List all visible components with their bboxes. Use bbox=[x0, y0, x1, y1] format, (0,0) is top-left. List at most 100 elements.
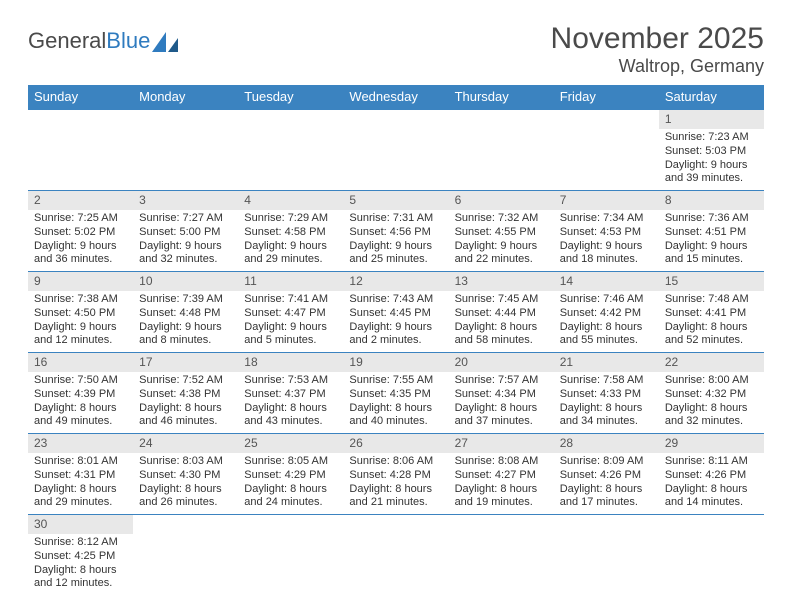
day-number: 7 bbox=[554, 191, 659, 211]
day-cell: Sunrise: 8:00 AMSunset: 4:32 PMDaylight:… bbox=[659, 372, 764, 434]
day-number bbox=[133, 109, 238, 129]
sunset-text: Sunset: 4:41 PM bbox=[665, 307, 758, 321]
day-cell: Sunrise: 7:39 AMSunset: 4:48 PMDaylight:… bbox=[133, 291, 238, 353]
day-cell: Sunrise: 7:55 AMSunset: 4:35 PMDaylight:… bbox=[343, 372, 448, 434]
week-daynum-row: 23242526272829 bbox=[28, 434, 764, 454]
sunrise-text: Sunrise: 8:08 AM bbox=[455, 455, 548, 469]
brand-part2: Blue bbox=[106, 28, 150, 54]
weekday-header-row: Sunday Monday Tuesday Wednesday Thursday… bbox=[28, 85, 764, 109]
sunset-text: Sunset: 4:48 PM bbox=[139, 307, 232, 321]
day-cell: Sunrise: 7:45 AMSunset: 4:44 PMDaylight:… bbox=[449, 291, 554, 353]
daylight-text: Daylight: 8 hours and 34 minutes. bbox=[560, 402, 653, 430]
day-cell bbox=[238, 129, 343, 191]
daylight-text: Daylight: 8 hours and 19 minutes. bbox=[455, 483, 548, 511]
week-content-row: Sunrise: 7:23 AMSunset: 5:03 PMDaylight:… bbox=[28, 129, 764, 191]
daylight-text: Daylight: 8 hours and 24 minutes. bbox=[244, 483, 337, 511]
week-daynum-row: 2345678 bbox=[28, 191, 764, 211]
sunset-text: Sunset: 4:33 PM bbox=[560, 388, 653, 402]
location: Waltrop, Germany bbox=[551, 56, 764, 77]
sunrise-text: Sunrise: 7:41 AM bbox=[244, 293, 337, 307]
day-number: 27 bbox=[449, 434, 554, 454]
daylight-text: Daylight: 8 hours and 55 minutes. bbox=[560, 321, 653, 349]
day-cell bbox=[133, 534, 238, 595]
sunset-text: Sunset: 4:31 PM bbox=[34, 469, 127, 483]
sunset-text: Sunset: 4:56 PM bbox=[349, 226, 442, 240]
daylight-text: Daylight: 8 hours and 43 minutes. bbox=[244, 402, 337, 430]
day-cell bbox=[28, 129, 133, 191]
sunset-text: Sunset: 4:27 PM bbox=[455, 469, 548, 483]
day-number: 18 bbox=[238, 353, 343, 373]
title-block: November 2025 Waltrop, Germany bbox=[551, 22, 764, 77]
sunset-text: Sunset: 4:30 PM bbox=[139, 469, 232, 483]
col-wednesday: Wednesday bbox=[343, 85, 448, 109]
col-sunday: Sunday bbox=[28, 85, 133, 109]
sunrise-text: Sunrise: 8:11 AM bbox=[665, 455, 758, 469]
daylight-text: Daylight: 9 hours and 39 minutes. bbox=[665, 159, 758, 187]
sunset-text: Sunset: 4:26 PM bbox=[665, 469, 758, 483]
sunrise-text: Sunrise: 7:31 AM bbox=[349, 212, 442, 226]
day-cell bbox=[659, 534, 764, 595]
month-title: November 2025 bbox=[551, 22, 764, 56]
day-cell: Sunrise: 7:58 AMSunset: 4:33 PMDaylight:… bbox=[554, 372, 659, 434]
sunrise-text: Sunrise: 7:38 AM bbox=[34, 293, 127, 307]
day-cell: Sunrise: 7:46 AMSunset: 4:42 PMDaylight:… bbox=[554, 291, 659, 353]
daylight-text: Daylight: 8 hours and 26 minutes. bbox=[139, 483, 232, 511]
day-number: 11 bbox=[238, 272, 343, 292]
sunrise-text: Sunrise: 7:57 AM bbox=[455, 374, 548, 388]
day-cell: Sunrise: 8:08 AMSunset: 4:27 PMDaylight:… bbox=[449, 453, 554, 515]
day-number bbox=[343, 109, 448, 129]
day-number: 13 bbox=[449, 272, 554, 292]
col-tuesday: Tuesday bbox=[238, 85, 343, 109]
daylight-text: Daylight: 8 hours and 12 minutes. bbox=[34, 564, 127, 592]
sunrise-text: Sunrise: 7:55 AM bbox=[349, 374, 442, 388]
sunrise-text: Sunrise: 8:06 AM bbox=[349, 455, 442, 469]
day-cell: Sunrise: 7:23 AMSunset: 5:03 PMDaylight:… bbox=[659, 129, 764, 191]
sunset-text: Sunset: 4:44 PM bbox=[455, 307, 548, 321]
sunset-text: Sunset: 4:50 PM bbox=[34, 307, 127, 321]
day-number bbox=[449, 515, 554, 535]
sunrise-text: Sunrise: 7:52 AM bbox=[139, 374, 232, 388]
day-number bbox=[238, 109, 343, 129]
daylight-text: Daylight: 8 hours and 40 minutes. bbox=[349, 402, 442, 430]
sail-icon bbox=[152, 32, 178, 52]
day-cell: Sunrise: 8:09 AMSunset: 4:26 PMDaylight:… bbox=[554, 453, 659, 515]
daylight-text: Daylight: 8 hours and 37 minutes. bbox=[455, 402, 548, 430]
day-cell: Sunrise: 8:06 AMSunset: 4:28 PMDaylight:… bbox=[343, 453, 448, 515]
day-cell bbox=[449, 534, 554, 595]
sunrise-text: Sunrise: 8:09 AM bbox=[560, 455, 653, 469]
daylight-text: Daylight: 9 hours and 2 minutes. bbox=[349, 321, 442, 349]
day-number: 20 bbox=[449, 353, 554, 373]
sunset-text: Sunset: 4:38 PM bbox=[139, 388, 232, 402]
daylight-text: Daylight: 9 hours and 36 minutes. bbox=[34, 240, 127, 268]
sunrise-text: Sunrise: 8:03 AM bbox=[139, 455, 232, 469]
sunset-text: Sunset: 5:00 PM bbox=[139, 226, 232, 240]
day-number: 19 bbox=[343, 353, 448, 373]
day-number: 24 bbox=[133, 434, 238, 454]
daylight-text: Daylight: 9 hours and 18 minutes. bbox=[560, 240, 653, 268]
week-daynum-row: 9101112131415 bbox=[28, 272, 764, 292]
day-cell bbox=[449, 129, 554, 191]
day-number: 1 bbox=[659, 109, 764, 129]
day-number: 12 bbox=[343, 272, 448, 292]
day-number: 26 bbox=[343, 434, 448, 454]
day-number: 17 bbox=[133, 353, 238, 373]
col-friday: Friday bbox=[554, 85, 659, 109]
daylight-text: Daylight: 8 hours and 58 minutes. bbox=[455, 321, 548, 349]
daylight-text: Daylight: 9 hours and 29 minutes. bbox=[244, 240, 337, 268]
day-number: 8 bbox=[659, 191, 764, 211]
sunset-text: Sunset: 4:45 PM bbox=[349, 307, 442, 321]
week-daynum-row: 1 bbox=[28, 109, 764, 129]
day-number: 10 bbox=[133, 272, 238, 292]
day-cell bbox=[238, 534, 343, 595]
day-number: 2 bbox=[28, 191, 133, 211]
sunset-text: Sunset: 4:51 PM bbox=[665, 226, 758, 240]
sunset-text: Sunset: 4:25 PM bbox=[34, 550, 127, 564]
col-monday: Monday bbox=[133, 85, 238, 109]
sunrise-text: Sunrise: 7:23 AM bbox=[665, 131, 758, 145]
day-number: 29 bbox=[659, 434, 764, 454]
sunrise-text: Sunrise: 8:00 AM bbox=[665, 374, 758, 388]
sunrise-text: Sunrise: 7:58 AM bbox=[560, 374, 653, 388]
day-cell: Sunrise: 8:01 AMSunset: 4:31 PMDaylight:… bbox=[28, 453, 133, 515]
sunrise-text: Sunrise: 7:32 AM bbox=[455, 212, 548, 226]
daylight-text: Daylight: 9 hours and 22 minutes. bbox=[455, 240, 548, 268]
